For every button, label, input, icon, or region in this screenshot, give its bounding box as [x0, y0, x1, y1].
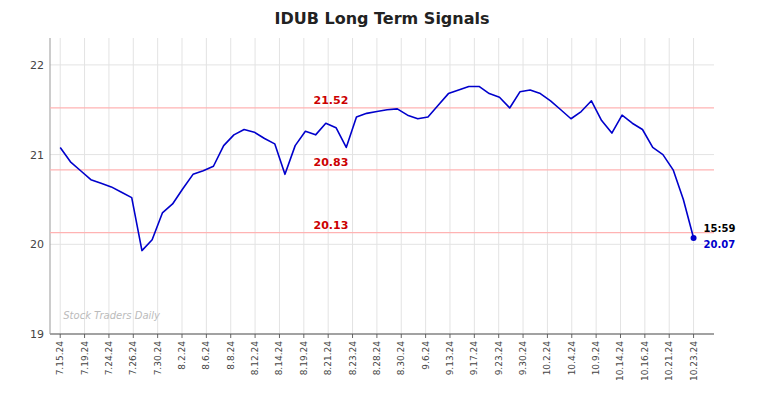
- price-line: [60, 86, 693, 250]
- x-tick-label: 10.16.24: [640, 341, 650, 381]
- grid-line-x: [693, 38, 694, 334]
- grid-line-x: [401, 38, 402, 334]
- x-tick-label: 8.2.24: [177, 341, 187, 370]
- x-tick-label: 8.21.24: [323, 341, 333, 376]
- signal-label: 20.13: [314, 219, 349, 232]
- x-tick-label: 9.23.24: [494, 341, 504, 376]
- x-tick-label: 7.24.24: [104, 341, 114, 376]
- grid-line-x: [474, 38, 475, 334]
- x-tick-label: 9.17.24: [469, 341, 479, 376]
- grid-line-x: [620, 38, 621, 334]
- annotation-time: 15:59: [704, 223, 736, 234]
- x-tick-label: 8.23.24: [348, 341, 358, 376]
- grid: [50, 38, 714, 334]
- x-tick-label: 10.4.24: [567, 341, 577, 376]
- grid-line-x: [644, 38, 645, 334]
- x-tick-label: 7.30.24: [153, 341, 163, 376]
- grid-line-x: [352, 38, 353, 334]
- grid-line-x: [157, 38, 158, 334]
- x-tick-label: 10.2.24: [542, 341, 552, 376]
- grid-line-x: [255, 38, 256, 334]
- chart: IDUB Long Term Signals 19 20 21 22 7.15.24 7.1…: [0, 0, 784, 398]
- title: IDUB Long Term Signals: [274, 9, 489, 28]
- grid-line-x: [328, 38, 329, 334]
- x-tick-label: 9.13.24: [445, 341, 455, 376]
- grid-line-x: [547, 38, 548, 334]
- x-tick-label: 7.19.24: [80, 341, 90, 376]
- y-tick-label: 20: [30, 238, 44, 251]
- grid-line-x: [596, 38, 597, 334]
- signal-label: 20.83: [314, 156, 349, 169]
- y-tick-label: 22: [30, 59, 44, 72]
- x-tick-label: 10.23.24: [689, 341, 699, 381]
- x-axis: [50, 333, 714, 334]
- x-tick-label: 8.12.24: [250, 341, 260, 376]
- grid-line-y: [50, 244, 714, 245]
- grid-line-x: [376, 38, 377, 334]
- grid-line-x: [571, 38, 572, 334]
- y-tick-label: 19: [30, 328, 44, 341]
- x-tick-label: 8.8.24: [226, 341, 236, 370]
- x-tick-label: 8.14.24: [274, 341, 284, 376]
- grid-line-x: [84, 38, 85, 334]
- x-tick-label: 8.19.24: [299, 341, 309, 376]
- signal-label: 21.52: [314, 94, 349, 107]
- y-axis: [50, 38, 51, 334]
- x-tick-label: 8.30.24: [396, 341, 406, 376]
- x-tick-label: 10.9.24: [591, 341, 601, 376]
- x-tick-label: 7.26.24: [128, 341, 138, 376]
- signal-line: [50, 232, 714, 233]
- grid-line-y: [50, 64, 714, 65]
- grid-line-x: [303, 38, 304, 334]
- last-point: [691, 235, 697, 241]
- grid-line-x: [425, 38, 426, 334]
- signal-line: [50, 107, 714, 108]
- grid-line-y: [50, 154, 714, 155]
- grid-line-x: [523, 38, 524, 334]
- grid-line-y: [50, 334, 714, 335]
- x-tick-label: 10.21.24: [664, 341, 674, 381]
- annotation-price: 20.07: [704, 239, 736, 250]
- x-tick-label: 8.6.24: [201, 341, 211, 370]
- grid-line-x: [206, 38, 207, 334]
- x-tick-label: 9.30.24: [518, 341, 528, 376]
- grid-line-x: [498, 38, 499, 334]
- signal-line: [50, 169, 714, 170]
- grid-line-x: [279, 38, 280, 334]
- grid-line-x: [133, 38, 134, 334]
- grid-line-x: [60, 38, 61, 334]
- x-tick-label: 9.6.24: [421, 341, 431, 370]
- y-tick-label: 21: [30, 149, 44, 162]
- plot-area: [50, 86, 714, 250]
- x-tick-label: 10.14.24: [615, 341, 625, 381]
- grid-line-x: [182, 38, 183, 334]
- grid-line-x: [230, 38, 231, 334]
- watermark: Stock Traders Daily: [63, 310, 161, 321]
- grid-line-x: [449, 38, 450, 334]
- x-tick-label: 7.15.24: [55, 341, 65, 376]
- x-tick-label: 8.28.24: [372, 341, 382, 376]
- grid-line-x: [669, 38, 670, 334]
